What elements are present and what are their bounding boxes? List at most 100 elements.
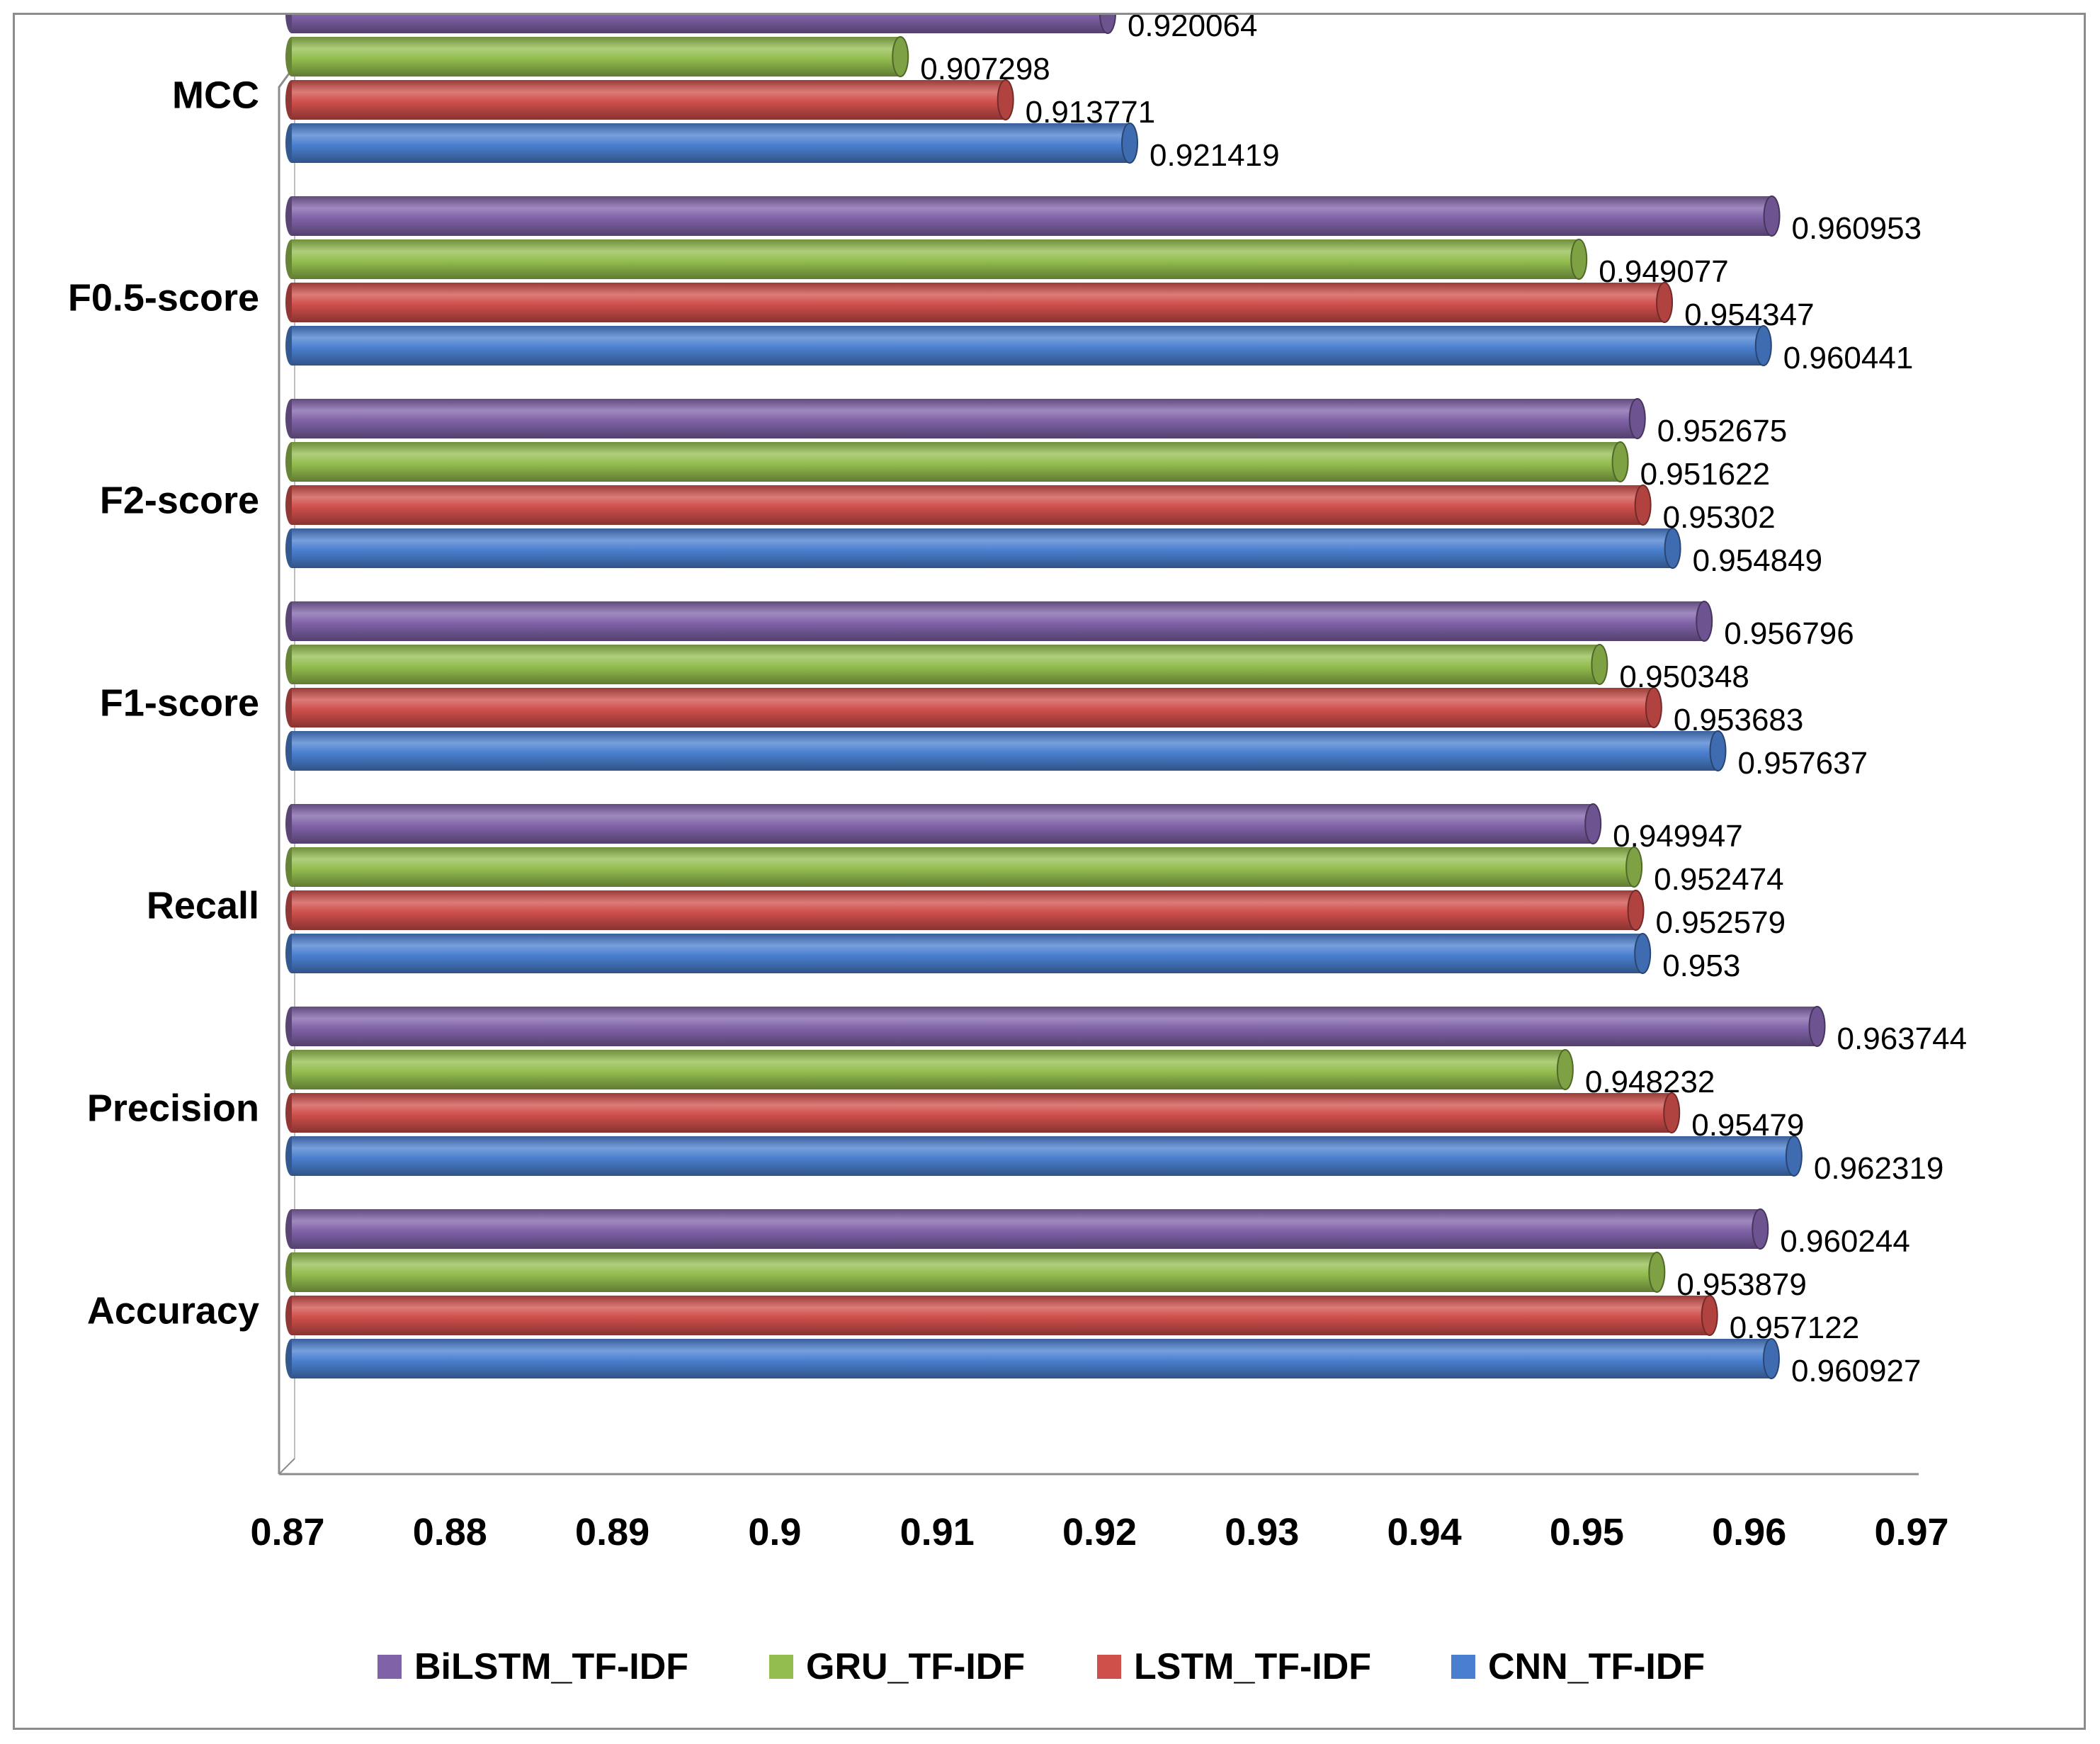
bar-end-cap — [1701, 1295, 1718, 1336]
bar-bilstm-tf-idf-f0-5-score — [285, 196, 1781, 237]
bar-end-cap — [1634, 933, 1652, 974]
bar-end-cap — [1584, 803, 1602, 844]
bar-end-cap — [1785, 1136, 1803, 1177]
legend-label: LSTM_TF-IDF — [1134, 1646, 1371, 1687]
bar-gru-tf-idf-precision — [285, 1049, 1574, 1090]
bar-body — [292, 15, 1108, 33]
data-label-lstm-tf-idf-f2-score: 0.95302 — [1663, 500, 1776, 535]
bar-end-cap — [1591, 644, 1608, 685]
floor-edge — [278, 1458, 295, 1475]
bar-end-cap — [1625, 846, 1643, 888]
bar-lstm-tf-idf-f2-score — [285, 485, 1652, 526]
legend-swatch — [378, 1655, 402, 1679]
data-label-lstm-tf-idf-recall: 0.952579 — [1656, 905, 1786, 940]
data-label-lstm-tf-idf-f0-5-score: 0.954347 — [1684, 298, 1815, 332]
bar-body — [292, 1007, 1817, 1046]
x-tick-label: 0.88 — [413, 1511, 487, 1553]
bar-gru-tf-idf-accuracy — [285, 1252, 1666, 1293]
bar-gru-tf-idf-recall — [285, 846, 1643, 888]
bar-end-cap — [1570, 239, 1588, 280]
bar-body — [292, 442, 1621, 482]
bar-end-cap — [1645, 687, 1662, 728]
data-label-gru-tf-idf-recall: 0.952474 — [1654, 862, 1784, 897]
bar-cnn-tf-idf-precision — [285, 1136, 1803, 1177]
bar-end-cap — [1556, 1049, 1574, 1090]
x-tick-label: 0.95 — [1550, 1511, 1624, 1553]
data-label-gru-tf-idf-accuracy: 0.953879 — [1676, 1267, 1807, 1302]
data-label-gru-tf-idf-f2-score: 0.951622 — [1640, 457, 1771, 492]
bar-body — [292, 601, 1705, 641]
category-label-f0-5-score: F0.5-score — [68, 277, 259, 319]
bar-chart: 0.87 0.88 0.89 0.9 0.91 0.92 0.93 0.94 0.95 0.96 0… — [68, 15, 1967, 1687]
data-label-cnn-tf-idf-recall: 0.953 — [1662, 949, 1740, 983]
bar-lstm-tf-idf-precision — [285, 1092, 1681, 1133]
labels: 0.87 0.88 0.89 0.9 0.91 0.92 0.93 0.94 0.95 0.96 0… — [68, 15, 1967, 1553]
bar-lstm-tf-idf-mcc — [285, 79, 1014, 120]
legend-item-cnn-tf-idf: CNN_TF-IDF — [1451, 1646, 1705, 1687]
bar-body — [292, 688, 1654, 727]
x-tick-label: 0.87 — [250, 1511, 324, 1553]
bar-body — [292, 934, 1643, 973]
bar-end-cap — [1663, 1092, 1681, 1133]
data-label-cnn-tf-idf-f1-score: 0.957637 — [1738, 746, 1868, 781]
category-label-recall: Recall — [147, 885, 259, 927]
legend-swatch — [1097, 1655, 1121, 1679]
bar-body — [292, 1252, 1657, 1292]
x-tick-label: 0.91 — [900, 1511, 975, 1553]
data-label-lstm-tf-idf-precision: 0.95479 — [1691, 1108, 1804, 1143]
bar-end-cap — [1762, 1338, 1780, 1379]
data-label-bilstm-tf-idf-f0-5-score: 0.960953 — [1792, 211, 1922, 246]
legend-swatch — [769, 1655, 793, 1679]
bar-bilstm-tf-idf-f2-score — [285, 398, 1646, 439]
data-label-bilstm-tf-idf-precision: 0.963744 — [1837, 1021, 1968, 1056]
bar-body — [292, 528, 1673, 568]
category-label-accuracy: Accuracy — [87, 1290, 259, 1332]
x-tick-label: 0.93 — [1225, 1511, 1299, 1553]
category-label-f2-score: F2-score — [100, 480, 259, 522]
bar-cnn-tf-idf-f0-5-score — [285, 325, 1772, 366]
bar-gru-tf-idf-f0-5-score — [285, 239, 1588, 280]
bar-lstm-tf-idf-recall — [285, 890, 1645, 931]
data-label-bilstm-tf-idf-mcc: 0.920064 — [1128, 15, 1258, 43]
bars — [285, 15, 1826, 1379]
chart-frame: 0.87 0.88 0.89 0.9 0.91 0.92 0.93 0.94 0.95 0.96 0… — [13, 13, 2086, 1730]
legend-item-bilstm-tf-idf: BiLSTM_TF-IDF — [378, 1646, 688, 1687]
legend-item-lstm-tf-idf: LSTM_TF-IDF — [1097, 1646, 1371, 1687]
legend-swatch — [1451, 1655, 1475, 1679]
bar-end-cap — [1752, 1208, 1769, 1250]
x-tick-label: 0.89 — [575, 1511, 649, 1553]
data-label-bilstm-tf-idf-f2-score: 0.952675 — [1657, 414, 1788, 448]
bar-bilstm-tf-idf-f1-score — [285, 601, 1713, 642]
bar-end-cap — [1648, 1252, 1666, 1293]
bar-cnn-tf-idf-recall — [285, 933, 1652, 974]
bar-end-cap — [1099, 15, 1116, 34]
bar-body — [292, 1296, 1710, 1335]
legend-label: GRU_TF-IDF — [806, 1646, 1025, 1687]
bar-body — [292, 1209, 1761, 1249]
bar-body — [292, 399, 1638, 438]
category-label-mcc: MCC — [172, 74, 259, 117]
bar-body — [292, 1339, 1771, 1378]
data-label-bilstm-tf-idf-f1-score: 0.956796 — [1724, 616, 1854, 651]
bar-lstm-tf-idf-f0-5-score — [285, 282, 1674, 323]
x-tick-label: 0.92 — [1062, 1511, 1137, 1553]
data-label-gru-tf-idf-precision: 0.948232 — [1585, 1065, 1715, 1099]
bar-cnn-tf-idf-f1-score — [285, 730, 1727, 771]
bar-body — [292, 37, 901, 77]
bar-end-cap — [1656, 282, 1674, 323]
bar-lstm-tf-idf-accuracy — [285, 1295, 1718, 1336]
bar-body — [292, 847, 1635, 887]
x-tick-label: 0.97 — [1874, 1511, 1948, 1553]
bar-body — [292, 485, 1643, 525]
bar-bilstm-tf-idf-accuracy — [285, 1208, 1769, 1250]
legend-label: BiLSTM_TF-IDF — [414, 1646, 688, 1687]
bar-gru-tf-idf-f1-score — [285, 644, 1608, 685]
bar-bilstm-tf-idf-precision — [285, 1006, 1826, 1047]
data-label-gru-tf-idf-f1-score: 0.950348 — [1619, 659, 1749, 694]
data-label-gru-tf-idf-f0-5-score: 0.949077 — [1599, 254, 1729, 289]
category-label-f1-score: F1-score — [100, 682, 259, 725]
bar-lstm-tf-idf-f1-score — [285, 687, 1662, 728]
data-label-cnn-tf-idf-f0-5-score: 0.960441 — [1783, 341, 1914, 375]
bar-end-cap — [997, 79, 1014, 120]
bar-end-cap — [1763, 196, 1781, 237]
